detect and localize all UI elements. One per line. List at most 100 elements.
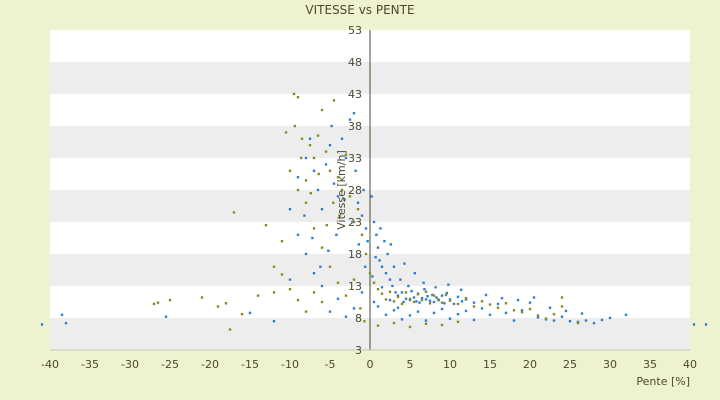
data-point bbox=[432, 300, 436, 304]
data-point bbox=[300, 137, 304, 140]
data-point bbox=[520, 311, 524, 314]
data-point bbox=[370, 195, 373, 198]
data-point bbox=[412, 296, 416, 299]
data-point bbox=[384, 313, 388, 316]
data-point bbox=[359, 307, 362, 310]
data-point bbox=[224, 302, 228, 305]
data-point bbox=[325, 224, 328, 227]
data-point bbox=[40, 323, 44, 326]
data-point bbox=[404, 291, 408, 294]
data-point bbox=[460, 300, 464, 303]
x-tick-label: 35 bbox=[643, 358, 657, 371]
data-point bbox=[480, 300, 484, 303]
data-point bbox=[351, 220, 354, 224]
data-point bbox=[375, 233, 378, 236]
data-point bbox=[436, 298, 440, 301]
data-point bbox=[356, 208, 360, 211]
data-point bbox=[60, 313, 64, 316]
data-point bbox=[352, 307, 356, 310]
data-point bbox=[484, 293, 488, 297]
data-point bbox=[372, 220, 376, 224]
data-point bbox=[400, 291, 404, 294]
data-point bbox=[303, 214, 306, 217]
data-point bbox=[422, 281, 425, 284]
x-axis-label: Pente [%] bbox=[636, 375, 690, 388]
data-point bbox=[340, 188, 344, 192]
data-point bbox=[472, 305, 476, 308]
data-point bbox=[320, 246, 324, 249]
data-point bbox=[544, 317, 548, 320]
data-point bbox=[456, 302, 460, 306]
data-point bbox=[443, 302, 446, 305]
data-point bbox=[445, 291, 448, 295]
data-point bbox=[488, 313, 492, 316]
data-point bbox=[560, 296, 564, 299]
data-point bbox=[296, 188, 300, 192]
data-point bbox=[415, 300, 418, 303]
data-point bbox=[354, 169, 357, 172]
data-point bbox=[312, 227, 316, 230]
data-point bbox=[424, 322, 428, 325]
data-point bbox=[362, 188, 365, 192]
data-point bbox=[464, 296, 468, 300]
data-point bbox=[296, 233, 300, 236]
data-point bbox=[304, 310, 308, 313]
data-point bbox=[312, 156, 316, 160]
data-point bbox=[344, 156, 348, 160]
data-point bbox=[472, 301, 476, 304]
data-point bbox=[447, 283, 450, 286]
data-point bbox=[389, 243, 392, 246]
data-point bbox=[408, 298, 412, 302]
data-point bbox=[280, 240, 284, 243]
data-point bbox=[64, 321, 68, 325]
y-tick-label: 18 bbox=[348, 248, 362, 261]
data-point bbox=[400, 302, 404, 306]
data-point bbox=[420, 298, 424, 302]
x-tick-label: 25 bbox=[563, 358, 577, 371]
data-point bbox=[240, 312, 244, 316]
data-point bbox=[560, 315, 564, 318]
data-point bbox=[320, 208, 324, 211]
data-point bbox=[608, 316, 612, 320]
x-tick-label: 20 bbox=[523, 358, 537, 371]
data-point bbox=[500, 296, 504, 300]
data-point bbox=[440, 301, 444, 304]
data-point bbox=[528, 301, 532, 304]
data-point bbox=[200, 296, 204, 299]
data-point bbox=[383, 240, 386, 243]
x-tick-label: -20 bbox=[201, 358, 219, 371]
data-point bbox=[312, 272, 316, 275]
data-point bbox=[472, 318, 476, 322]
data-point bbox=[312, 291, 316, 294]
data-point bbox=[532, 296, 536, 299]
x-tick-label: 10 bbox=[443, 358, 457, 371]
data-point bbox=[448, 299, 452, 302]
data-point bbox=[388, 298, 392, 302]
x-tick-label: -40 bbox=[41, 358, 59, 371]
data-point bbox=[332, 182, 336, 185]
data-point bbox=[152, 302, 156, 306]
data-point bbox=[388, 290, 392, 293]
data-point bbox=[328, 144, 332, 147]
data-point bbox=[284, 131, 288, 134]
data-point bbox=[364, 265, 367, 268]
data-point bbox=[332, 99, 336, 102]
data-point bbox=[424, 290, 428, 293]
data-point bbox=[520, 309, 524, 312]
x-tick-labels: -40 -35 -30 -25 -20 -15 -10 -5 0 5 10 15 20 25 30 35 40 bbox=[41, 358, 697, 371]
data-point bbox=[288, 288, 292, 291]
data-point bbox=[420, 296, 424, 300]
data-point bbox=[496, 302, 500, 306]
data-point bbox=[480, 307, 484, 310]
data-point bbox=[408, 297, 412, 300]
data-point bbox=[424, 298, 428, 301]
data-point bbox=[384, 272, 388, 275]
data-point bbox=[316, 188, 320, 192]
data-point bbox=[344, 153, 348, 156]
data-point bbox=[304, 252, 308, 256]
x-tick-label: -35 bbox=[81, 358, 99, 371]
data-point bbox=[496, 306, 500, 309]
data-point bbox=[348, 195, 352, 198]
data-point bbox=[368, 272, 372, 275]
